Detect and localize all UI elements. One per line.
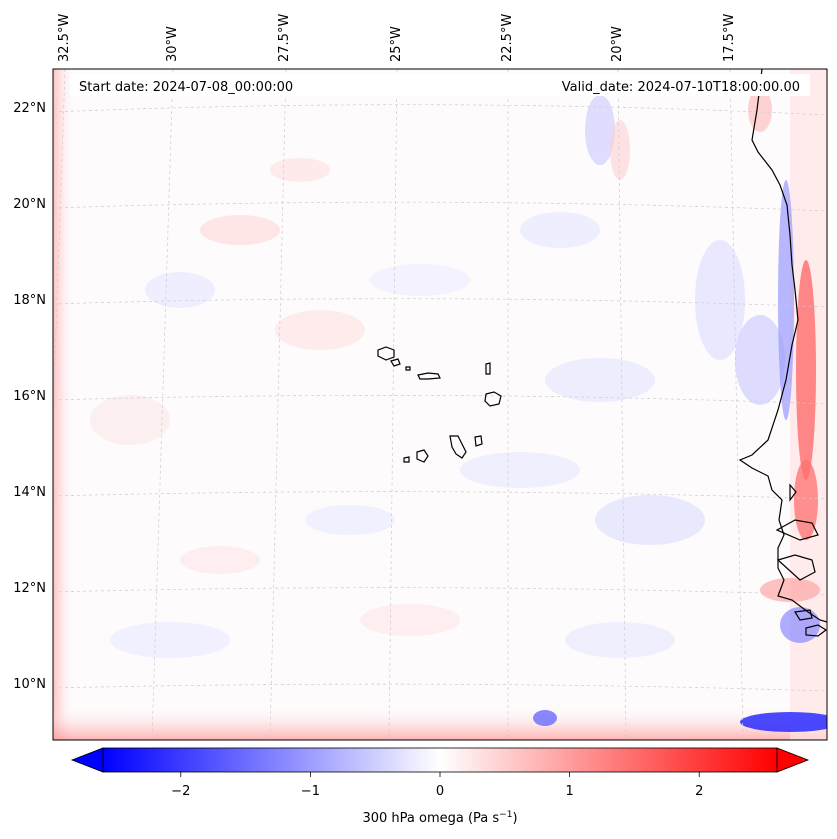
colorbar-tick-label: −2 <box>171 784 190 799</box>
lon-label-20w: 20°W <box>610 26 625 62</box>
lat-label-16n: 16°N <box>13 389 46 404</box>
lat-label-20n: 20°N <box>13 197 46 212</box>
island-santiago <box>449 435 467 459</box>
island-boa-vista <box>484 391 502 407</box>
lat-label-22n: 22°N <box>13 101 46 116</box>
colorbar-extend-high <box>776 747 810 773</box>
coastlines <box>738 69 827 637</box>
bottom-boundary-band <box>53 705 827 740</box>
annotation-box <box>70 74 810 96</box>
lon-label-25w: 25°W <box>389 26 404 62</box>
lat-label-18n: 18°N <box>13 293 46 308</box>
lon-label-30w: 30°W <box>165 26 180 62</box>
island-santo-antao <box>377 346 395 361</box>
longitude-labels: 32.5°W 30°W 27.5°W 25°W 22.5°W 20°W 17.5… <box>57 14 737 62</box>
lat-label-12n: 12°N <box>13 581 46 596</box>
island-santa-luzia <box>405 366 411 371</box>
lon-label-17-5w: 17.5°W <box>722 14 737 62</box>
colorbar-tick-label: 1 <box>565 784 573 799</box>
island-fogo <box>416 449 429 463</box>
left-boundary-band <box>53 69 75 740</box>
island-brava <box>403 456 410 463</box>
west-africa-coastline <box>738 69 827 623</box>
colorbar-tick-label: 0 <box>436 784 444 799</box>
colorbar-tick-label: −1 <box>301 784 320 799</box>
map-frame <box>52 68 828 741</box>
valid-date-label: Valid_date: 2024-07-10T18:00:00.00 <box>562 80 800 95</box>
island-sao-vicente <box>390 358 401 367</box>
start-date-label: Start date: 2024-07-08_00:00:00 <box>79 80 293 95</box>
lat-label-10n: 10°N <box>13 677 46 692</box>
colorbar-label: 300 hPa omega (Pa s−1) <box>362 810 517 826</box>
island-maio <box>474 435 483 447</box>
graticule <box>53 69 827 740</box>
colorbar: −2 −1 0 1 2 300 hPa omega (Pa s−1) <box>70 747 810 826</box>
lat-label-14n: 14°N <box>13 485 46 500</box>
colorbar-extend-low <box>70 747 104 773</box>
island-sao-nicolau <box>417 372 441 380</box>
colorbar-gradient <box>102 747 778 773</box>
island-sal <box>485 362 491 375</box>
latitude-labels: 22°N 20°N 18°N 16°N 14°N 12°N 10°N <box>13 101 46 692</box>
lon-label-32-5w: 32.5°W <box>57 14 72 62</box>
colorbar-tick-label: 2 <box>695 784 703 799</box>
omega-field <box>53 69 827 740</box>
lon-label-22-5w: 22.5°W <box>500 14 515 62</box>
lon-label-27-5w: 27.5°W <box>277 14 292 62</box>
cape-verde-islands <box>377 346 502 463</box>
